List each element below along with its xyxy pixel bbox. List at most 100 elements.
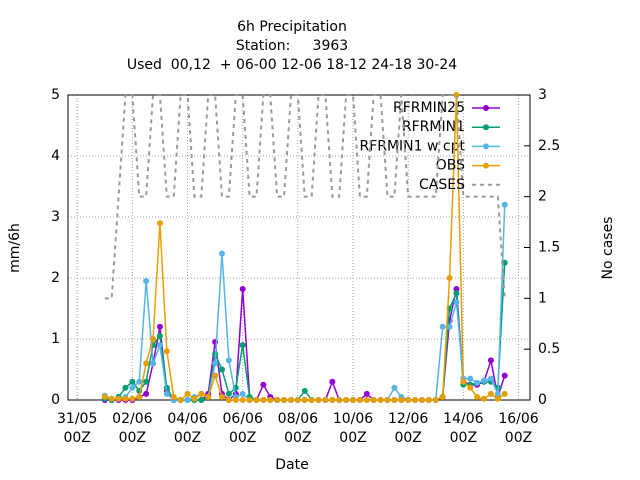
data-point: [225, 357, 232, 364]
data-point: [370, 397, 377, 403]
x-tick-label: 12/06: [388, 411, 428, 427]
data-point: [412, 397, 419, 403]
x-tick-label: 31/05: [57, 411, 97, 427]
data-point: [122, 395, 129, 402]
data-point: [287, 397, 294, 403]
data-point: [108, 395, 115, 402]
x-tick-label: 00Z: [284, 430, 311, 446]
data-point: [122, 384, 129, 391]
data-point: [253, 397, 260, 403]
y2-tick-label: 3: [538, 87, 547, 103]
x-tick-label: 06/06: [223, 411, 263, 427]
data-point: [425, 397, 432, 403]
x-tick-label: 08/06: [278, 411, 318, 427]
data-point: [184, 390, 191, 397]
data-point: [129, 384, 136, 391]
y-tick-label: 4: [51, 148, 60, 164]
x-tick-label: 10/06: [333, 411, 373, 427]
legend-label: RFRMIN1: [402, 119, 465, 135]
chart-title: Used 00,12 + 06-00 12-06 18-12 24-18 30-…: [127, 57, 457, 73]
data-point: [356, 397, 363, 403]
legend-label: OBS: [436, 158, 465, 174]
y2-tick-label: 0: [538, 392, 547, 408]
x-tick-label: 00Z: [339, 430, 366, 446]
data-point: [363, 397, 370, 403]
data-point: [398, 397, 405, 403]
data-point: [225, 390, 232, 397]
data-point: [136, 378, 143, 385]
data-point: [212, 360, 219, 367]
data-point: [336, 397, 343, 403]
data-point: [260, 381, 267, 388]
data-point: [143, 378, 150, 385]
y2-axis-label: No cases: [600, 217, 616, 280]
data-point: [391, 384, 398, 391]
chart-title: Station: 3963: [236, 38, 348, 54]
data-point: [143, 278, 150, 285]
data-point: [232, 397, 239, 403]
x-tick-label: 00Z: [450, 430, 477, 446]
data-point: [136, 393, 143, 400]
data-point: [239, 390, 246, 397]
y-tick-label: 1: [51, 331, 60, 347]
data-point: [143, 390, 150, 397]
y-tick-label: 3: [51, 209, 60, 225]
data-point: [219, 366, 225, 373]
data-point: [487, 375, 494, 382]
data-point: [350, 397, 357, 403]
x-tick-label: 00Z: [63, 430, 90, 446]
y-axis-label: mm/6h: [7, 223, 23, 273]
data-point: [474, 379, 481, 386]
data-point: [474, 393, 481, 400]
legend-marker: [483, 162, 489, 169]
legend-marker: [483, 105, 489, 111]
data-point: [460, 378, 467, 385]
data-point: [439, 323, 446, 330]
data-point: [343, 397, 350, 403]
data-point: [184, 397, 191, 403]
legend-marker: [483, 143, 489, 150]
x-tick-label: 00Z: [174, 430, 201, 446]
data-point: [391, 397, 398, 403]
data-point: [225, 397, 232, 403]
data-point: [453, 285, 460, 292]
y2-tick-label: 2: [538, 189, 547, 205]
data-point: [198, 397, 205, 403]
y-tick-label: 0: [51, 392, 60, 408]
data-point: [150, 336, 157, 342]
x-tick-label: 00Z: [229, 430, 256, 446]
x-tick-label: 16/06: [498, 411, 538, 427]
y2-tick-label: 1.5: [538, 240, 560, 256]
data-point: [494, 390, 501, 397]
x-axis-label: Date: [275, 457, 308, 473]
legend-marker: [483, 124, 489, 131]
data-point: [177, 397, 184, 403]
data-point: [156, 220, 163, 227]
data-point: [439, 393, 446, 400]
data-point: [301, 397, 308, 403]
data-point: [329, 397, 336, 403]
data-point: [453, 92, 460, 98]
data-point: [156, 323, 163, 330]
legend-label: CASES: [419, 177, 465, 193]
data-point: [501, 372, 508, 379]
data-point: [198, 390, 205, 397]
legend-label: RFRMIN25: [393, 100, 465, 116]
data-point: [150, 360, 157, 367]
data-point: [467, 375, 474, 382]
x-tick-label: 02/06: [112, 411, 152, 427]
data-point: [274, 397, 281, 403]
data-point: [301, 387, 308, 394]
data-point: [481, 395, 488, 402]
x-tick-label: 04/06: [167, 411, 207, 427]
data-point: [446, 323, 453, 330]
data-point: [418, 397, 425, 403]
x-tick-label: 00Z: [394, 430, 421, 446]
data-point: [377, 397, 384, 403]
legend-label: RFRMIN1 w cpt: [359, 138, 465, 154]
data-point: [212, 372, 219, 379]
data-point: [432, 397, 439, 403]
data-point: [453, 299, 460, 306]
data-point: [191, 395, 198, 402]
